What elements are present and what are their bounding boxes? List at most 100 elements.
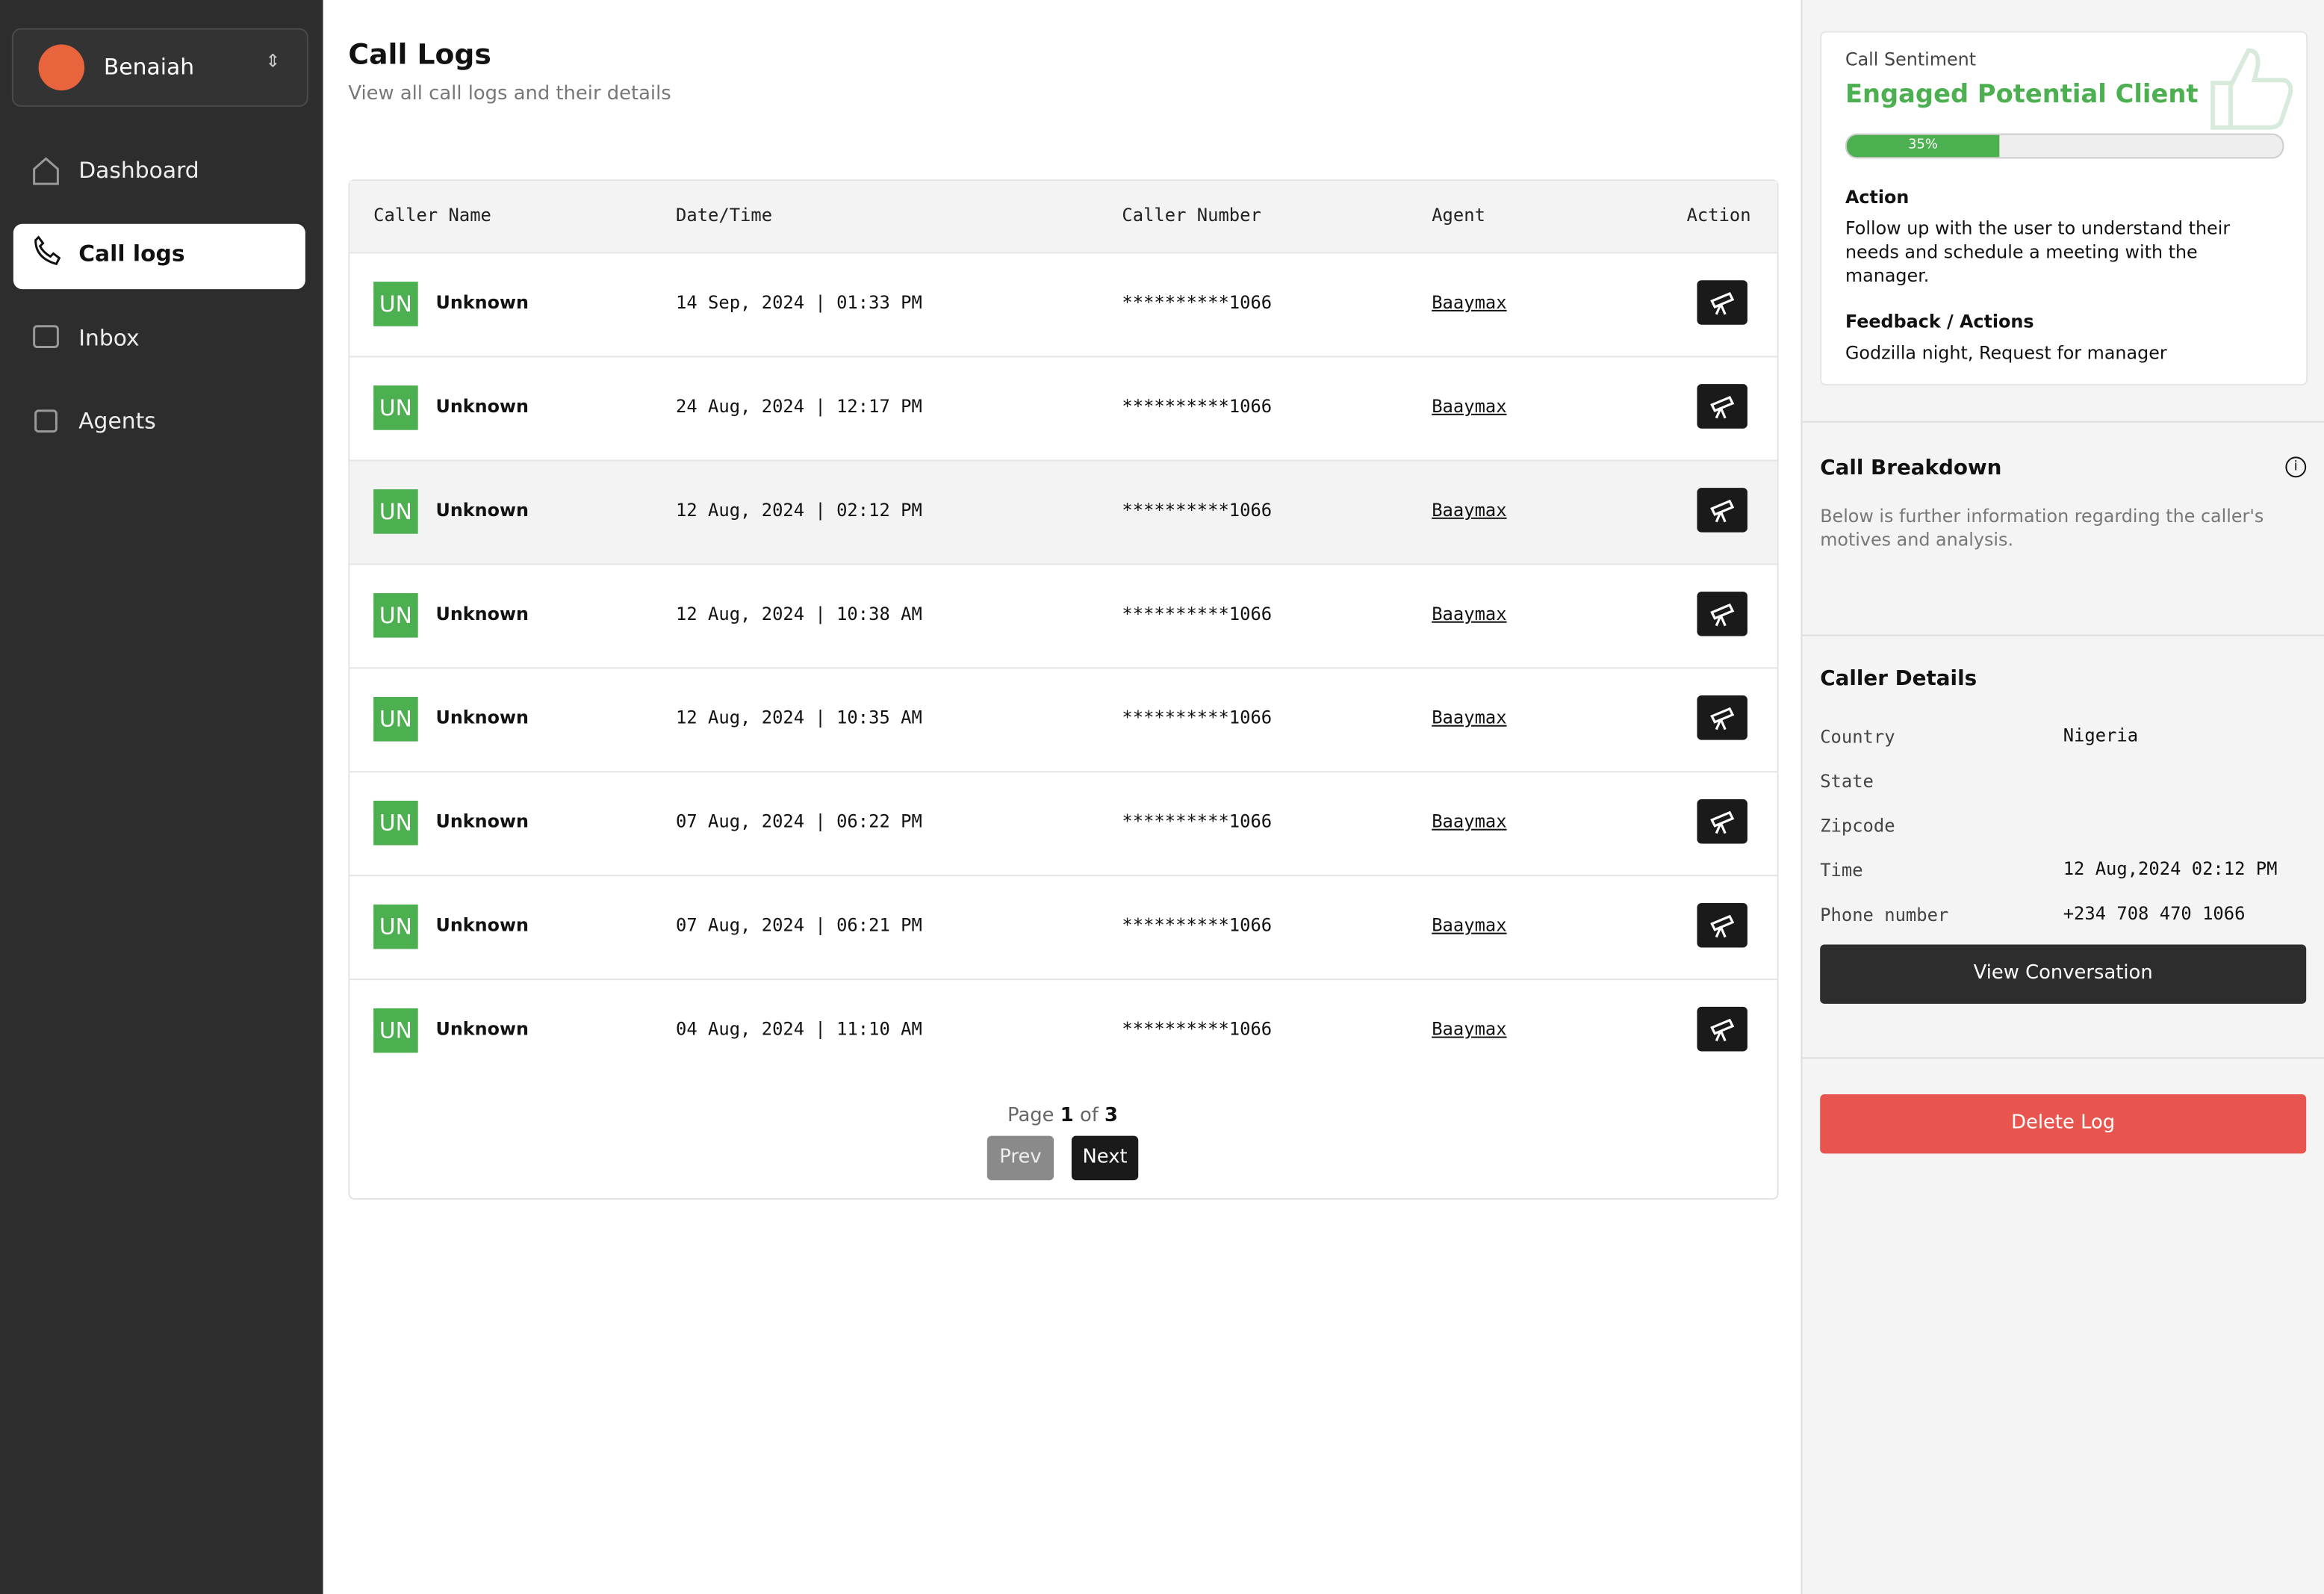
table-row[interactable]	[349, 979, 1777, 1084]
detail-label: State	[1820, 771, 1874, 793]
agent-link[interactable]: Baaymax	[1432, 914, 1507, 936]
view-conversation-button[interactable]: View Conversation	[1820, 944, 2307, 1004]
caller-name: Unknown	[435, 1018, 529, 1040]
caller-number: **********1066	[1122, 914, 1273, 936]
view-button[interactable]	[1697, 488, 1747, 533]
view-button[interactable]	[1697, 902, 1747, 948]
divider	[1802, 1057, 2324, 1059]
divider	[1802, 634, 2324, 636]
table-row[interactable]	[349, 563, 1777, 669]
telescope-icon	[1710, 810, 1735, 834]
home-icon	[33, 157, 59, 185]
date-time: 24 Aug, 2024 | 12:17 PM	[676, 396, 922, 417]
table-row[interactable]	[349, 356, 1777, 461]
date-time: 07 Aug, 2024 | 06:22 PM	[676, 810, 922, 832]
caller-name: Unknown	[435, 396, 529, 417]
page-total: 3	[1104, 1104, 1118, 1127]
agent-link[interactable]: Baaymax	[1432, 810, 1507, 832]
table	[348, 179, 1779, 1200]
view-button[interactable]	[1697, 280, 1747, 325]
telescope-icon	[1710, 707, 1735, 731]
agent-link[interactable]: Baaymax	[1432, 603, 1507, 624]
column-header: Caller Name	[373, 204, 491, 226]
telescope-icon	[1710, 914, 1735, 938]
view-button[interactable]	[1697, 1006, 1747, 1052]
active-nav-bg	[13, 223, 305, 290]
table-row[interactable]	[349, 667, 1777, 772]
agent-link[interactable]: Baaymax	[1432, 707, 1507, 728]
inbox-icon	[33, 325, 59, 349]
progress-bar: 35%	[1846, 134, 2000, 158]
initials-badge: UN	[373, 1008, 418, 1053]
view-conversation-label: View Conversation	[1973, 962, 2153, 985]
agent-link[interactable]: Baaymax	[1432, 396, 1507, 417]
nav-item[interactable]: Inbox	[78, 324, 140, 352]
initials-badge: UN	[373, 904, 418, 949]
date-time: 04 Aug, 2024 | 11:10 AM	[676, 1018, 922, 1040]
column-header: Action	[1686, 204, 1751, 226]
page-title: Call Logs	[348, 38, 491, 72]
delete-log-label: Delete Log	[2011, 1111, 2116, 1135]
prev-button[interactable]: Prev	[987, 1135, 1054, 1181]
caller-number: **********1066	[1122, 292, 1273, 313]
caller-name: Unknown	[435, 914, 529, 936]
initials-badge: UN	[373, 282, 418, 326]
column-header: Date/Time	[676, 204, 773, 226]
telescope-icon	[1710, 499, 1735, 523]
date-time: 12 Aug, 2024 | 10:35 AM	[676, 707, 922, 728]
agent-link[interactable]: Baaymax	[1432, 499, 1507, 521]
delete-log-button[interactable]: Delete Log	[1820, 1094, 2307, 1154]
view-button[interactable]	[1697, 798, 1747, 844]
user-name: Benaiah	[103, 53, 195, 81]
table-row[interactable]	[349, 875, 1777, 980]
initials-badge: UN	[373, 489, 418, 534]
initials-badge: UN	[373, 385, 418, 430]
column-header: Agent	[1432, 204, 1485, 226]
action-title: Action	[1845, 187, 1910, 208]
page-indicator: Page 1 of 3	[915, 1105, 1211, 1127]
telescope-icon	[1710, 395, 1735, 419]
caller-number: **********1066	[1122, 603, 1273, 624]
chevron: ⇕	[265, 50, 281, 72]
view-button[interactable]	[1697, 592, 1747, 636]
caller-name: Unknown	[435, 292, 529, 313]
sentiment-label: Call Sentiment	[1845, 49, 1977, 70]
agent-link[interactable]: Baaymax	[1432, 1018, 1507, 1040]
table-row[interactable]	[349, 771, 1777, 876]
nav-icons	[33, 157, 61, 433]
view-button[interactable]	[1697, 384, 1747, 429]
initials-badge: UN	[373, 593, 418, 638]
page-subtitle: View all call logs and their details	[348, 83, 671, 105]
page-word: Page	[1007, 1104, 1054, 1127]
caller-name: Unknown	[435, 810, 529, 832]
user-switcher[interactable]: Benaiah ⇕	[11, 28, 308, 107]
avatar	[38, 44, 85, 91]
next-button[interactable]: Next	[1071, 1135, 1139, 1181]
main	[323, 0, 1801, 1594]
detail-label: Zipcode	[1820, 815, 1895, 837]
feedback-text: Godzilla night, Request for manager	[1845, 342, 2167, 364]
date-time: 12 Aug, 2024 | 10:38 AM	[676, 603, 922, 624]
caller-details-title: Caller Details	[1820, 667, 1977, 692]
detail-label: Phone number	[1820, 904, 1949, 925]
info-icon[interactable]: i	[2285, 456, 2307, 478]
sidebar: Benaiah ⇕	[0, 0, 323, 1594]
phone-icon	[34, 235, 61, 266]
caller-number: **********1066	[1122, 810, 1273, 832]
of-word: of	[1079, 1104, 1099, 1127]
sentiment-value: Engaged Potential Client	[1845, 80, 2199, 110]
nav-item[interactable]: Agents	[78, 407, 156, 435]
nav-item[interactable]: Dashboard	[78, 157, 199, 184]
table-row[interactable]	[349, 459, 1777, 565]
caller-number: **********1066	[1122, 396, 1273, 417]
initials-badge: UN	[373, 800, 418, 846]
agent-link[interactable]: Baaymax	[1432, 292, 1507, 313]
table-row[interactable]	[349, 252, 1777, 357]
page-number: 1	[1060, 1104, 1074, 1127]
view-button[interactable]	[1697, 695, 1747, 740]
caller-number: **********1066	[1122, 1018, 1273, 1040]
chip-icon	[34, 409, 58, 433]
caller-name: Unknown	[435, 707, 529, 728]
nav-item[interactable]: Call logs	[78, 240, 185, 267]
